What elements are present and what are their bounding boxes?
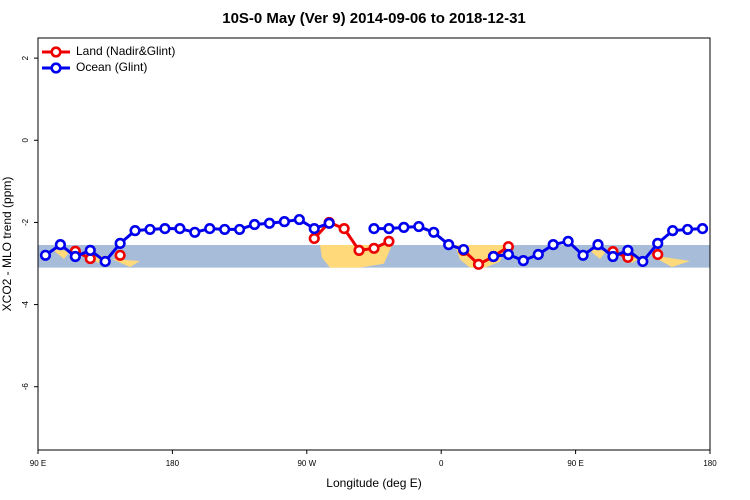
x-axis-label: Longitude (deg E) (326, 476, 421, 490)
y-tick-label: 0 (21, 138, 30, 143)
data-point (293, 213, 305, 226)
data-point (308, 232, 320, 245)
data-point (652, 237, 664, 249)
y-tick-label: -2 (21, 218, 30, 226)
plot-marks (39, 213, 709, 270)
data-point (398, 221, 410, 233)
data-point (413, 220, 425, 233)
data-point (637, 255, 649, 268)
data-point (204, 222, 216, 235)
legend-marker (50, 46, 62, 58)
x-tick-label: 180 (166, 459, 180, 468)
x-tick-label: 0 (439, 459, 444, 468)
y-tick-label: -6 (21, 383, 30, 391)
data-point (487, 250, 500, 263)
data-point (532, 248, 544, 261)
legend-label: Land (Nadir&Glint) (76, 44, 175, 58)
data-point (174, 222, 186, 235)
data-point (562, 235, 574, 247)
data-point (189, 226, 201, 238)
data-point (84, 244, 96, 256)
data-point (428, 226, 440, 238)
y-axis-label: XCO2 - MLO trend (ppm) (0, 177, 14, 312)
legend-label: Ocean (Glint) (76, 60, 147, 74)
data-point (502, 248, 515, 261)
data-point (696, 222, 709, 235)
map-land (52, 249, 70, 260)
data-point (278, 216, 291, 228)
data-point (667, 225, 679, 237)
data-point (338, 222, 350, 235)
data-point (383, 235, 395, 247)
data-point (472, 258, 485, 270)
y-tick-label: -4 (21, 300, 30, 308)
data-point (234, 223, 246, 236)
data-point (54, 239, 67, 251)
data-point (592, 239, 604, 251)
data-point (69, 250, 81, 263)
data-point (353, 244, 365, 256)
data-point (622, 244, 634, 256)
data-point (368, 222, 380, 235)
chart-title: 10S-0 May (Ver 9) 2014-09-06 to 2018-12-… (222, 10, 526, 27)
data-point (114, 237, 126, 249)
data-point (308, 222, 320, 235)
data-point (114, 249, 126, 261)
map-land (588, 249, 606, 260)
data-point (263, 217, 276, 229)
x-tick-label: 90 E (567, 459, 583, 468)
data-point (577, 249, 589, 261)
map-land (112, 259, 140, 268)
data-point (547, 239, 559, 251)
series-line (462, 245, 510, 267)
data-point (458, 243, 470, 256)
data-point (248, 218, 261, 231)
plot-frame (37, 37, 711, 451)
x-tick-label: 90 E (30, 459, 46, 468)
data-point (129, 225, 141, 237)
data-point (368, 242, 380, 254)
x-tick-label: 180 (703, 459, 717, 468)
data-point (159, 222, 171, 235)
data-point (219, 223, 231, 236)
data-point (99, 255, 111, 268)
y-tick-label: 2 (21, 55, 30, 60)
data-point (39, 249, 52, 261)
data-point (652, 248, 664, 261)
data-point (323, 217, 335, 229)
legend-marker (50, 62, 62, 74)
x-tick-label: 90 W (297, 459, 316, 468)
data-point (517, 255, 529, 267)
data-point (607, 250, 619, 263)
data-point (383, 222, 395, 235)
data-point (681, 223, 694, 236)
data-point (144, 223, 156, 236)
data-point (443, 239, 455, 251)
